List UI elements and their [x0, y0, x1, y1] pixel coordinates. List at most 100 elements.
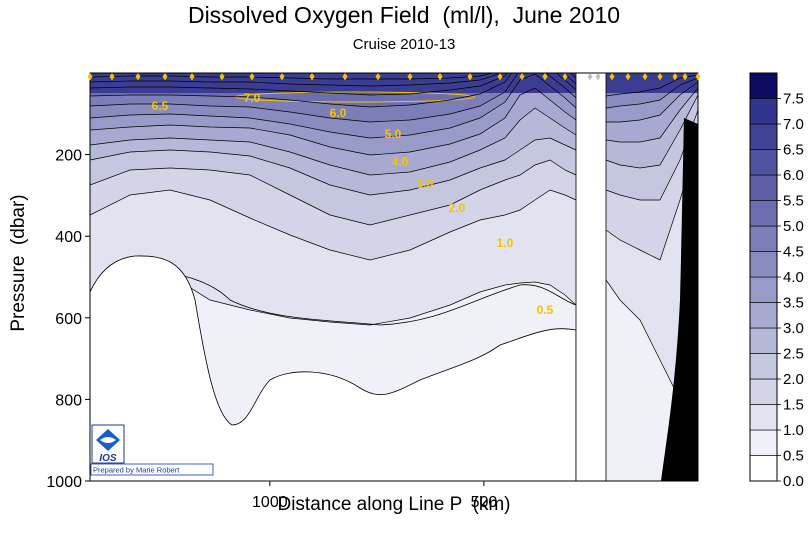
station-marker	[279, 73, 285, 81]
contour-label: 2.0	[449, 201, 466, 215]
seafloor	[661, 118, 698, 481]
station-marker	[162, 73, 168, 81]
contour-label: 3.0	[417, 177, 434, 191]
ios-logo: IOS Prepared by Marie Robert	[90, 424, 214, 476]
contour-label: 4.0	[392, 155, 409, 169]
colorbar-label: 7.0	[783, 116, 804, 133]
contour-line	[606, 81, 698, 123]
station-marker	[562, 73, 568, 81]
colorbar: 0.0 0.5 1.0 1.5 2.0 2.5 3.0 3.5 4.0 4.5 5.0 5.5 6.0 6…	[749, 72, 804, 490]
contour-line	[605, 87, 698, 143]
contour-line	[90, 269, 577, 326]
chart-subtitle: Cruise 2010-13	[352, 36, 456, 53]
colorbar-swatch	[749, 455, 778, 482]
colorbar-swatch	[749, 302, 778, 329]
contour-line	[90, 73, 577, 139]
colorbar-swatch	[749, 174, 778, 201]
contour-line	[605, 77, 698, 109]
colorbar-label: 1.0	[783, 422, 804, 439]
contour-line	[90, 87, 577, 156]
station-marker	[497, 73, 503, 81]
colorbar-label: 2.5	[783, 346, 804, 363]
station-marker	[625, 73, 631, 81]
y-tick-label: 600	[55, 311, 82, 328]
contour-label: 6.0	[330, 106, 347, 120]
credit-text: Prepared by Marie Robert	[93, 466, 180, 475]
colorbar-label: 1.5	[783, 397, 804, 414]
station-marker	[309, 73, 315, 81]
contour-line	[90, 189, 577, 261]
contour-line	[605, 74, 698, 97]
station-marker	[519, 73, 525, 81]
colorbar-swatch	[749, 72, 778, 99]
station-marker	[437, 73, 443, 81]
colorbar-label: 2.0	[783, 371, 804, 388]
colorbar-swatch	[749, 149, 778, 176]
station-marker	[342, 73, 348, 81]
colorbar-swatch	[749, 276, 778, 303]
station-marker	[695, 73, 701, 81]
contour-label: 5.0	[385, 127, 402, 141]
colorbar-label: 7.5	[783, 91, 804, 108]
colorbar-frame	[749, 72, 778, 482]
contour-line	[90, 137, 577, 196]
contour-labels: 6.5 7.0 6.0 5.0 4.0 3.0 2.0 1.0 0.5	[152, 91, 554, 317]
contour-line-0-0	[90, 255, 577, 481]
colorbar-swatch	[749, 429, 778, 456]
plot-frame	[89, 72, 699, 482]
colorbar-swatch	[749, 327, 778, 354]
station-marker	[249, 73, 255, 81]
station-marker	[219, 73, 225, 81]
colorbar-swatch	[749, 353, 778, 380]
x-axis-label: Distance along Line P (km)	[277, 494, 511, 515]
contour-line	[90, 73, 577, 123]
contour-line	[90, 73, 577, 108]
station-marker	[407, 73, 413, 81]
x-axis: 1000 500	[252, 481, 497, 511]
colorbar-label: 4.0	[783, 269, 804, 286]
y-tick-label: 400	[55, 229, 82, 246]
station-marker	[109, 73, 115, 81]
station-marker	[87, 73, 93, 81]
colorbar-swatch	[749, 98, 778, 125]
station-marker	[467, 73, 473, 81]
colorbar-label: 0.5	[783, 448, 804, 465]
contour-line	[90, 73, 577, 87]
contour-label: 7.0	[244, 91, 261, 105]
contour-line-7-0	[234, 91, 476, 103]
contour-label: 1.0	[497, 236, 514, 250]
contour-label: 0.5	[537, 303, 554, 317]
logo-text: IOS	[99, 453, 117, 464]
colorbar-label: 6.5	[783, 142, 804, 159]
colorbar-label: 4.5	[783, 244, 804, 261]
contour-line	[90, 73, 577, 96]
y-tick-label: 200	[55, 148, 82, 165]
station-marker	[375, 73, 381, 81]
contour-label: 6.5	[152, 99, 169, 113]
colorbar-swatch	[749, 123, 778, 150]
colorbar-label: 6.0	[783, 167, 804, 184]
station-marker	[609, 73, 615, 81]
contour-line	[605, 94, 698, 169]
contour-line	[90, 159, 577, 226]
station-marker	[642, 73, 648, 81]
chart-title: Dissolved Oxygen Field (ml/l), June 2010	[187, 2, 621, 28]
station-marker	[135, 73, 141, 81]
station-marker	[682, 73, 688, 81]
colorbar-swatch	[749, 200, 778, 227]
station-marker	[595, 73, 601, 81]
x-tick-label: 500	[471, 494, 498, 511]
station-marker	[657, 73, 663, 81]
x-tick-label: 1000	[252, 494, 288, 511]
station-marker	[672, 73, 678, 81]
colorbar-label: 3.0	[783, 320, 804, 337]
colorbar-swatch	[749, 225, 778, 252]
colorbar-swatch	[749, 404, 778, 431]
colorbar-label: 3.5	[783, 295, 804, 312]
y-tick-label: 800	[55, 392, 82, 409]
colorbar-label: 0.0	[783, 473, 804, 490]
no-data-gap	[575, 72, 607, 482]
colorbar-label: 5.5	[783, 193, 804, 210]
station-marker	[542, 73, 548, 81]
